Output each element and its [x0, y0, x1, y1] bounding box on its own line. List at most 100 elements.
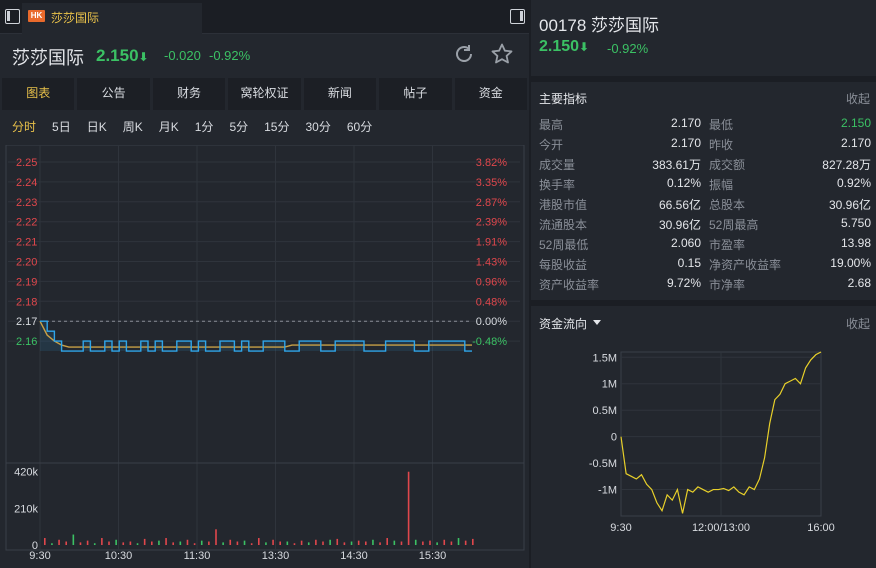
price-axis-label: 2.22	[16, 217, 37, 229]
capital-flow-chart: 1.5M 1M 0.5M 0 -0.5M -1M 9:30 12:00/13:00 16:00	[589, 351, 835, 534]
metric-value: 2.150	[840, 116, 871, 130]
period-week-k[interactable]: 周K	[122, 120, 143, 134]
volume-bar	[215, 529, 217, 545]
tab-stock[interactable]: HK 莎莎国际	[22, 3, 202, 34]
period-30min[interactable]: 30分	[305, 120, 331, 134]
metric-label: 资产收益率	[539, 278, 600, 292]
metric-label: 总股本	[709, 198, 746, 212]
tab-capital[interactable]: 资金	[454, 78, 527, 110]
period-day-k[interactable]: 日K	[86, 120, 107, 134]
metric-value: 0.92%	[836, 176, 871, 190]
volume-bar	[279, 541, 281, 545]
metrics-collapse-button[interactable]: 收起	[845, 92, 870, 106]
period-60min[interactable]: 60分	[346, 120, 373, 134]
volume-bar	[208, 541, 210, 545]
period-5min[interactable]: 5分	[229, 120, 249, 134]
volume-bar	[79, 542, 82, 545]
volume-bar	[143, 538, 146, 545]
volume-bar	[243, 540, 246, 545]
metric-value: 19.00%	[830, 256, 871, 270]
metric-row: 52周最低 2.060 市盈率 13.98	[539, 234, 871, 254]
pct-axis-label: 1.91%	[476, 237, 507, 249]
star-icon[interactable]	[490, 42, 514, 66]
metric-value: 0.12%	[666, 176, 701, 190]
tab-announcements[interactable]: 公告	[77, 78, 150, 110]
panel-toggle-right-icon[interactable]	[510, 9, 525, 24]
metric-value: 2.68	[847, 276, 871, 290]
volume-bar	[436, 542, 438, 545]
volume-bar	[464, 540, 467, 545]
time-axis-label: 10:30	[105, 550, 133, 562]
tab-warrants[interactable]: 窝轮权证	[228, 78, 301, 110]
volume-bar	[136, 543, 139, 545]
chart-frame	[5, 145, 525, 551]
function-tabs: 图表 公告 财务 窝轮权证 新闻 帖子 资金	[2, 78, 527, 110]
period-1min[interactable]: 1分	[194, 120, 214, 134]
volume-bar	[372, 539, 374, 545]
metric-label: 昨收	[709, 138, 734, 152]
volume-bar	[472, 538, 474, 545]
tab-posts[interactable]: 帖子	[379, 78, 452, 110]
volume-bar	[400, 541, 403, 545]
tab-financials[interactable]: 财务	[152, 78, 226, 110]
volume-bar	[51, 543, 53, 545]
volume-bar	[129, 541, 132, 545]
volume-bar	[44, 538, 46, 545]
capital-flow-title[interactable]: 资金流向	[539, 317, 588, 331]
volume-bar	[365, 541, 367, 545]
refresh-icon[interactable]	[453, 43, 475, 65]
time-axis-label: 15:30	[419, 550, 447, 562]
tab-chart[interactable]: 图表	[2, 78, 75, 110]
volume-bar	[151, 541, 153, 545]
volume-bar	[300, 540, 303, 545]
volume-axis-label: 210k	[14, 503, 38, 515]
volume-bar	[222, 542, 224, 545]
metric-row: 资产收益率 9.72% 市净率 2.68	[539, 274, 871, 294]
volume-bar	[272, 539, 274, 545]
flow-time-label: 12:00/13:00	[692, 522, 750, 534]
volume-bar	[379, 542, 381, 545]
period-15min[interactable]: 15分	[264, 120, 290, 134]
volume-bar	[115, 539, 117, 545]
metric-row: 港股市值 66.56亿 总股本 30.96亿	[539, 194, 871, 214]
volume-bar	[450, 541, 453, 545]
period-month-k[interactable]: 月K	[158, 120, 179, 134]
time-axis-label: 11:30	[184, 550, 211, 562]
capital-flow-collapse-button[interactable]: 收起	[845, 317, 870, 331]
price-axis-label: 2.18	[16, 296, 37, 308]
panel-toggle-left-icon[interactable]	[5, 9, 20, 24]
flow-axis-label: 0	[611, 432, 617, 444]
tab-news[interactable]: 新闻	[303, 78, 377, 110]
metric-label: 市盈率	[709, 238, 746, 252]
period-tabs: 分时 5日 日K 周K 月K 1分 5分 15分 30分 60分	[12, 118, 388, 138]
volume-bar	[414, 539, 417, 545]
volume-bar	[122, 542, 125, 545]
volume-bar	[229, 539, 232, 545]
intraday-chart[interactable]: 2.25 3.82% 2.24 3.35% 2.23 2.87% 2.22 2.39% 2.21…	[0, 145, 529, 568]
metric-label: 今开	[539, 138, 564, 152]
caret-down-icon[interactable]	[593, 320, 601, 325]
flow-axis-label: -0.5M	[589, 458, 617, 470]
volume-bar	[258, 538, 260, 545]
period-intraday[interactable]: 分时	[12, 120, 37, 134]
price-axis-label: 2.24	[16, 177, 37, 189]
volume-bar	[350, 541, 353, 545]
metric-label: 成交量	[539, 158, 576, 172]
metric-row: 最高 2.170 最低 2.150	[539, 114, 871, 134]
metric-value: 9.72%	[666, 276, 701, 290]
volume-bar	[407, 471, 410, 545]
volume-bar	[86, 540, 89, 545]
volume-bar	[72, 534, 75, 545]
volume-axis-label: 0	[32, 540, 38, 552]
metric-label: 成交额	[709, 158, 746, 172]
volume-axis-label: 420k	[14, 467, 38, 479]
price-line	[40, 320, 472, 352]
tab-bar: HK 莎莎国际	[0, 0, 529, 34]
volume-bar	[186, 539, 189, 545]
metric-row: 流通股本 30.96亿 52周最高 5.750	[539, 214, 871, 234]
volume-bar	[422, 541, 424, 545]
volume-bar	[58, 539, 60, 545]
volume-bar	[265, 542, 267, 545]
metric-value: 2.170	[840, 136, 871, 150]
period-5day[interactable]: 5日	[52, 120, 71, 134]
